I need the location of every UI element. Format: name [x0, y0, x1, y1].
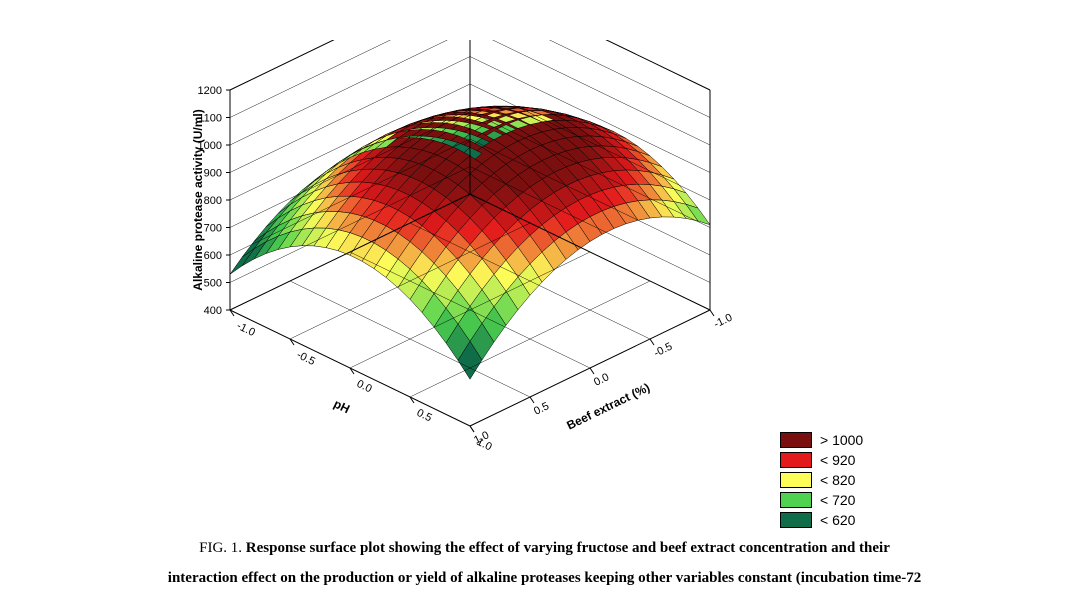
- legend-label: > 1000: [820, 432, 863, 448]
- legend-row: < 820: [780, 470, 863, 490]
- figure-caption-line1: FIG. 1. Response surface plot showing th…: [0, 540, 1089, 557]
- svg-text:-1.0: -1.0: [712, 312, 734, 331]
- svg-text:0.5: 0.5: [415, 407, 434, 424]
- svg-text:Beef extract (%): Beef extract (%): [564, 380, 652, 432]
- svg-text:-1.0: -1.0: [235, 320, 257, 339]
- svg-text:-0.5: -0.5: [295, 349, 317, 368]
- svg-text:500: 500: [204, 278, 222, 290]
- svg-text:700: 700: [204, 223, 222, 235]
- legend-swatch: [780, 452, 812, 468]
- svg-text:0.0: 0.0: [592, 371, 611, 388]
- figure-caption-line2: interaction effect on the production or …: [0, 570, 1089, 587]
- svg-text:600: 600: [204, 250, 222, 262]
- figure-canvas: 400500600700800900100011001200-1.0-0.50.…: [0, 0, 1089, 608]
- legend-swatch: [780, 512, 812, 528]
- svg-text:Alkaline protease activity (U/: Alkaline protease activity (U/ml): [191, 109, 205, 290]
- svg-text:900: 900: [204, 168, 222, 180]
- legend-label: < 820: [820, 472, 855, 488]
- svg-text:0.0: 0.0: [355, 378, 374, 395]
- legend-label: < 620: [820, 512, 855, 528]
- figure-label: FIG. 1.: [199, 540, 246, 556]
- legend-label: < 720: [820, 492, 855, 508]
- svg-text:1200: 1200: [198, 85, 222, 97]
- legend-swatch: [780, 472, 812, 488]
- legend-row: < 620: [780, 510, 863, 530]
- legend-row: < 720: [780, 490, 863, 510]
- legend-row: < 920: [780, 450, 863, 470]
- legend-row: > 1000: [780, 430, 863, 450]
- svg-text:800: 800: [204, 195, 222, 207]
- svg-text:400: 400: [204, 305, 222, 317]
- color-legend: > 1000 < 920 < 820 < 720 < 620: [780, 430, 863, 530]
- legend-swatch: [780, 432, 812, 448]
- surface-plot-svg: 400500600700800900100011001200-1.0-0.50.…: [190, 40, 750, 460]
- svg-text:-0.5: -0.5: [652, 341, 674, 360]
- legend-swatch: [780, 492, 812, 508]
- surface-plot: 400500600700800900100011001200-1.0-0.50.…: [190, 40, 750, 460]
- caption-bold-line2: interaction effect on the production or …: [168, 570, 921, 586]
- caption-bold-line1: Response surface plot showing the effect…: [246, 540, 890, 556]
- legend-label: < 920: [820, 452, 855, 468]
- svg-text:pH: pH: [331, 397, 352, 417]
- svg-text:0.5: 0.5: [532, 400, 551, 417]
